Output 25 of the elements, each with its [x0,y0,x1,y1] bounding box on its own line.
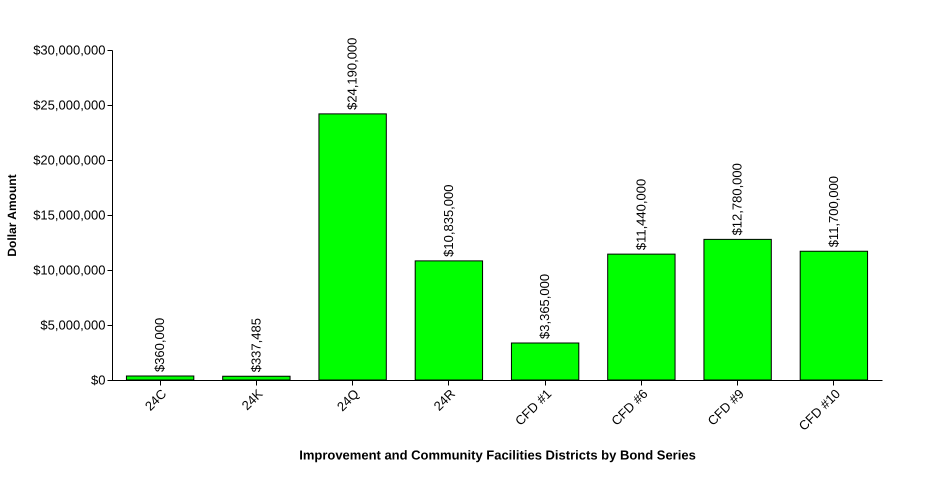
x-tick-label: CFD #10 [796,386,844,434]
data-label: $11,700,000 [826,176,841,248]
y-tick-label: $0 [91,372,106,388]
data-label: $12,780,000 [730,163,745,236]
y-tick-label: $20,000,000 [33,152,106,168]
x-axis-title: Improvement and Community Facilities Districts by Bond Series [299,447,696,462]
y-axis-title: Dollar Amount [5,174,20,257]
y-tick-label: $30,000,000 [33,42,106,58]
data-label: $10,835,000 [440,184,456,257]
x-tick-label: 24Q [334,386,362,414]
y-tick-label: $5,000,000 [40,318,106,332]
x-tick-label: CFD #6 [608,386,651,428]
data-label: $11,440,000 [633,178,648,250]
x-tick-label: CFD #9 [704,386,747,428]
x-tick-label: 24R [430,386,458,414]
data-label: $360,000 [152,318,168,372]
x-tick-label: CFD #1 [512,386,554,428]
y-tick-label: $10,000,000 [33,262,106,278]
y-tick-label: $25,000,000 [33,98,106,112]
x-tick-label: 24K [238,386,266,414]
x-tick-label: 24C [142,386,170,414]
data-label: $337,485 [248,318,264,372]
y-tick-label: $15,000,000 [33,208,106,222]
data-label: $3,365,000 [537,274,552,339]
data-label: $24,190,000 [344,38,360,110]
